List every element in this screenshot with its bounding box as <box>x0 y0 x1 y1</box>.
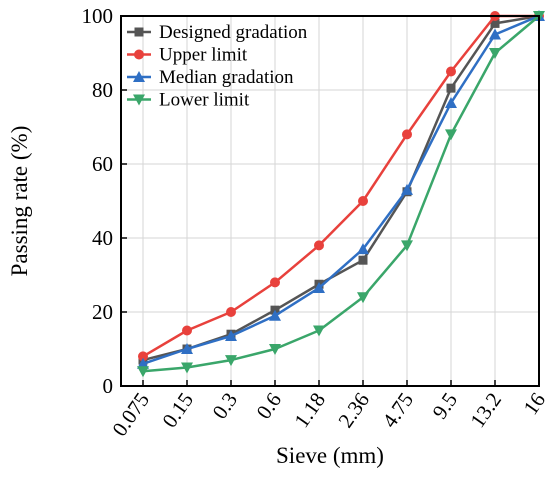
series-line-upper-limit <box>142 14 539 358</box>
data-point-designed-gradation <box>490 18 500 28</box>
ticks: 0.075 0.15 0.3 0.6 1.18 2.36 4.75 9.5 13.2 16 0 20 4… <box>82 4 550 441</box>
y-tick-label: 60 <box>92 152 113 176</box>
data-point-upper-limit <box>358 196 368 206</box>
y-tick-label: 0 <box>103 374 114 398</box>
legend-item-designed-gradation: Designed gradation <box>127 22 308 43</box>
x-tick-label: 0.6 <box>251 388 286 423</box>
data-point-median-gradation <box>489 28 501 40</box>
data-point-lower-limit <box>445 129 457 141</box>
data-point-median-gradation <box>225 330 237 342</box>
data-point-upper-limit <box>182 325 192 336</box>
series-line-median-gradation <box>142 14 540 365</box>
legend-label: Median gradation <box>159 67 294 88</box>
data-point-lower-limit <box>181 362 193 374</box>
series-lower-limit <box>137 11 545 378</box>
data-point-upper-limit <box>226 307 236 317</box>
x-tick-label: 9.5 <box>427 388 462 423</box>
legend-label: Lower limit <box>159 90 250 111</box>
series-upper-limit <box>138 11 544 362</box>
data-point-upper-limit <box>138 351 148 362</box>
data-point-median-gradation <box>401 183 413 195</box>
data-point-median-gradation <box>313 281 325 293</box>
x-tick-label: 16 <box>518 388 550 419</box>
x-tick-label: 13.2 <box>465 388 506 432</box>
legend-swatch-marker <box>134 49 144 60</box>
legend-label: Designed gradation <box>159 22 308 43</box>
data-point-median-gradation <box>269 309 281 321</box>
y-tick-label: 100 <box>82 4 114 28</box>
data-point-median-gradation <box>445 96 457 108</box>
x-tick-label: 0.075 <box>107 388 154 440</box>
x-tick-label: 1.18 <box>289 388 330 432</box>
series-median-gradation <box>137 10 545 369</box>
data-point-upper-limit <box>314 240 324 251</box>
data-point-upper-limit <box>402 129 412 140</box>
data-point-median-gradation <box>181 343 193 354</box>
x-tick-label: 0.3 <box>207 388 242 423</box>
data-point-designed-gradation <box>358 255 368 265</box>
legend-item-median-gradation: Median gradation <box>127 67 294 88</box>
y-axis-label: Passing rate (%) <box>7 126 32 277</box>
y-tick-label: 20 <box>92 300 113 324</box>
data-point-median-gradation <box>357 243 369 255</box>
series-line-lower-limit <box>142 15 540 373</box>
x-tick-label: 4.75 <box>377 388 418 432</box>
x-tick-label: 2.36 <box>333 388 374 432</box>
series-layer <box>137 10 545 378</box>
legend-item-upper-limit: Upper limit <box>127 45 248 66</box>
legend-swatch-marker <box>133 94 145 106</box>
data-point-lower-limit <box>401 240 413 252</box>
data-point-upper-limit <box>446 66 456 77</box>
data-point-median-gradation <box>137 357 149 369</box>
plot-frame <box>120 15 540 387</box>
legend-swatch-marker <box>134 27 144 37</box>
data-point-lower-limit <box>137 366 149 378</box>
data-point-lower-limit <box>269 344 281 355</box>
data-point-upper-limit <box>270 277 280 288</box>
y-tick-label: 80 <box>92 78 113 102</box>
legend-label: Upper limit <box>159 45 248 66</box>
data-point-lower-limit <box>357 292 369 304</box>
x-tick-label: 0.15 <box>157 388 198 432</box>
data-point-lower-limit <box>225 355 237 367</box>
legend-item-lower-limit: Lower limit <box>127 90 250 111</box>
data-point-lower-limit <box>313 325 325 337</box>
x-axis-label: Sieve (mm) <box>276 443 384 468</box>
data-point-designed-gradation <box>446 83 456 93</box>
y-tick-label: 40 <box>92 226 113 250</box>
legend-swatch-marker <box>133 71 145 82</box>
data-point-lower-limit <box>489 48 501 59</box>
